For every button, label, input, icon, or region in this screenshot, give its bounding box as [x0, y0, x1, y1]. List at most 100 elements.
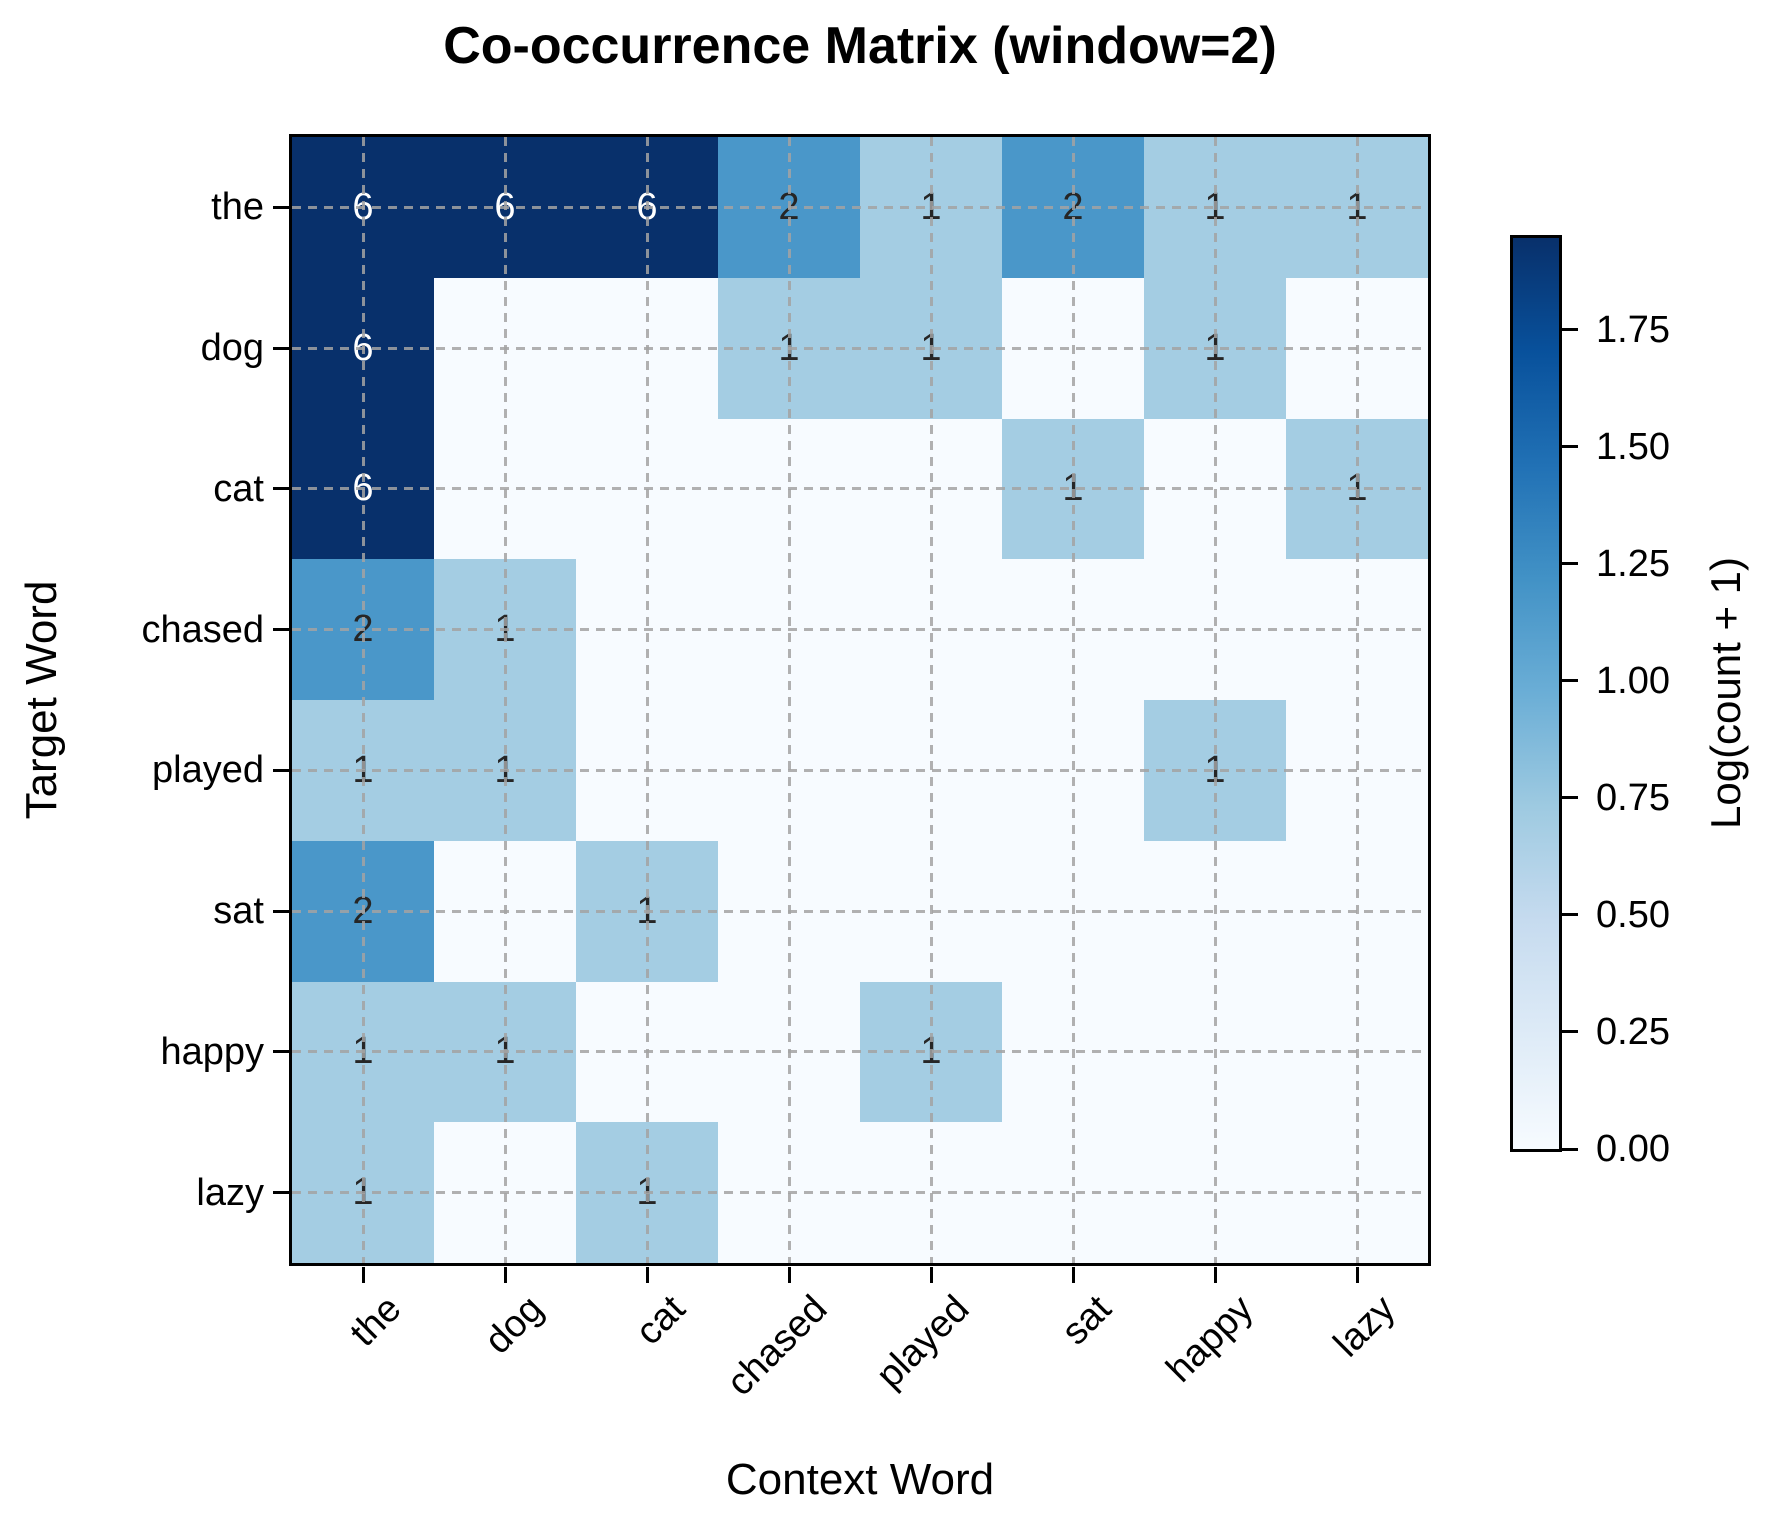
- colorbar-tick-label: 1.25: [1596, 542, 1670, 585]
- cell-value: 1: [1062, 467, 1084, 510]
- heatmap-cell: 1: [1144, 277, 1286, 419]
- heatmap-cell: [1286, 700, 1428, 841]
- heatmap-cell: [860, 840, 1002, 982]
- y-tick-label: the: [211, 186, 264, 229]
- y-tick-label: dog: [200, 327, 264, 370]
- cell-value: 1: [1346, 467, 1368, 510]
- cell-value: 1: [494, 748, 516, 791]
- heatmap-cell: [1144, 840, 1286, 982]
- heatmap-cell: [1286, 840, 1428, 982]
- heatmap-cell: [434, 840, 576, 982]
- y-tick-label: cat: [213, 467, 264, 510]
- heatmap-cell: 1: [1286, 418, 1428, 560]
- x-tick-mark: [361, 1267, 365, 1283]
- colorbar-title: Log(count + 1): [1702, 556, 1749, 830]
- y-tick-label: played: [152, 749, 264, 792]
- colorbar-tick-mark: [1562, 1030, 1578, 1034]
- y-tick-label: sat: [213, 890, 264, 933]
- heatmap-cell: [718, 981, 860, 1123]
- colorbar-tick-mark: [1562, 328, 1578, 332]
- heatmap-cell: 1: [576, 1122, 718, 1263]
- cell-value: 1: [494, 1030, 516, 1073]
- heatmap-cell: 1: [292, 1122, 434, 1263]
- cell-value: 1: [494, 608, 516, 651]
- heatmap-cell: 1: [1144, 137, 1286, 278]
- heatmap-cell: 1: [860, 277, 1002, 419]
- heatmap-cell: 6: [292, 137, 434, 278]
- cell-value: 1: [1204, 748, 1226, 791]
- y-tick-mark: [273, 628, 289, 632]
- heatmap-cell: [718, 559, 860, 700]
- x-tick-mark: [929, 1267, 933, 1283]
- heatmap-cell: [718, 840, 860, 982]
- colorbar-tick-label: 0.75: [1596, 776, 1670, 819]
- heatmap-cell: 1: [860, 981, 1002, 1123]
- heatmap-cell: [434, 1122, 576, 1263]
- heatmap-cell: [860, 700, 1002, 841]
- heatmap-cell: [1002, 981, 1144, 1123]
- x-tick-mark: [787, 1267, 791, 1283]
- y-tick-mark: [273, 346, 289, 350]
- heatmap-cell: 1: [1286, 137, 1428, 278]
- x-tick-mark: [1355, 1267, 1359, 1283]
- colorbar-tick-mark: [1562, 913, 1578, 917]
- heatmap-cell: 2: [718, 137, 860, 278]
- cell-value: 6: [636, 185, 658, 228]
- y-tick-mark: [273, 909, 289, 913]
- cell-value: 1: [636, 889, 658, 932]
- heatmap-cell: [860, 1122, 1002, 1263]
- heatmap-cell: [1144, 1122, 1286, 1263]
- colorbar: [1510, 235, 1562, 1152]
- colorbar-tick-label: 1.00: [1596, 659, 1670, 702]
- heatmap-cell: 6: [292, 277, 434, 419]
- heatmap-cell: [1144, 418, 1286, 560]
- cell-value: 2: [1062, 185, 1084, 228]
- heatmap-cell: [434, 277, 576, 419]
- colorbar-tick-mark: [1562, 679, 1578, 683]
- heatmap-cell: [576, 559, 718, 700]
- heatmap-cell: [1286, 277, 1428, 419]
- heatmap-cell: 1: [434, 981, 576, 1123]
- cell-value: 1: [1204, 185, 1226, 228]
- heatmap-cell: 1: [434, 559, 576, 700]
- heatmap-cell: [1144, 559, 1286, 700]
- heatmap-cell: [1286, 1122, 1428, 1263]
- y-tick-label: chased: [141, 608, 264, 651]
- heatmap-cell: 6: [292, 418, 434, 560]
- colorbar-tick-label: 0.25: [1596, 1010, 1670, 1053]
- cell-value: 1: [920, 326, 942, 369]
- heatmap-cell: 1: [860, 137, 1002, 278]
- heatmap-cell: [718, 700, 860, 841]
- x-tick-mark: [503, 1267, 507, 1283]
- heatmap-cell: [1002, 559, 1144, 700]
- colorbar-tick-label: 1.50: [1596, 425, 1670, 468]
- cell-value: 6: [352, 467, 374, 510]
- heatmap-cell: [576, 700, 718, 841]
- cell-value: 2: [352, 889, 374, 932]
- heatmap-cell: [1286, 559, 1428, 700]
- colorbar-tick-label: 0.50: [1596, 893, 1670, 936]
- heatmap-cell: [434, 418, 576, 560]
- heatmap-cell: 1: [718, 277, 860, 419]
- heatmap-cell: 1: [292, 981, 434, 1123]
- heatmap-cell: 1: [576, 840, 718, 982]
- colorbar-tick-mark: [1562, 796, 1578, 800]
- heatmap-cell: [1002, 700, 1144, 841]
- heatmap-cell: [576, 277, 718, 419]
- cell-value: 1: [920, 1030, 942, 1073]
- colorbar-tick-mark: [1562, 1147, 1578, 1151]
- y-tick-mark: [273, 768, 289, 772]
- cell-value: 6: [352, 185, 374, 228]
- heatmap-cell: 2: [292, 840, 434, 982]
- colorbar-tick-mark: [1562, 445, 1578, 449]
- heatmap-cell: 6: [434, 137, 576, 278]
- heatmap-cell: 2: [1002, 137, 1144, 278]
- colorbar-tick-label: 0.00: [1596, 1128, 1670, 1170]
- cell-value: 1: [352, 1030, 374, 1073]
- heatmap-cell: [1144, 981, 1286, 1123]
- cell-value: 1: [352, 1171, 374, 1214]
- cell-value: 1: [778, 326, 800, 369]
- cell-value: 1: [1346, 185, 1368, 228]
